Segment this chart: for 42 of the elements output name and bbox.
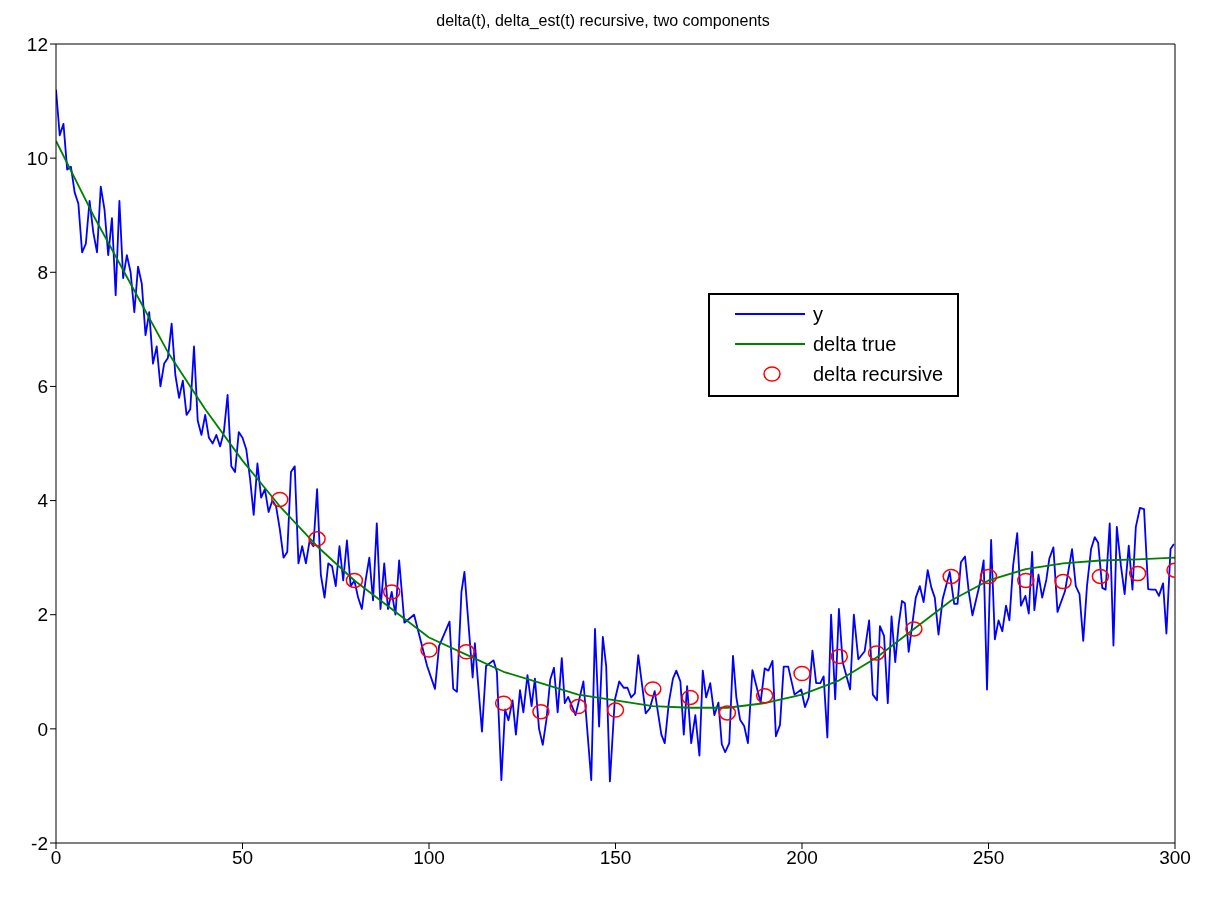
y-tick-label: 4	[37, 490, 49, 512]
y-tick-label: 2	[37, 604, 48, 626]
point	[382, 584, 401, 600]
point	[1054, 573, 1072, 590]
point	[308, 531, 326, 547]
point	[979, 568, 998, 585]
point	[457, 644, 476, 660]
y-tick-label: -2	[31, 832, 48, 854]
legend-label: delta recursive	[813, 362, 944, 386]
y-tick-label: 8	[37, 262, 48, 284]
x-tick-label: 300	[1159, 847, 1191, 869]
legend-label: y	[813, 302, 823, 326]
point	[345, 572, 364, 589]
x-tick-label: 200	[786, 847, 818, 869]
point	[867, 645, 886, 661]
point	[569, 698, 587, 715]
point	[755, 688, 774, 704]
point	[420, 642, 438, 658]
y-tick-label: 10	[26, 147, 48, 169]
y-tick-label: 6	[37, 376, 48, 398]
point	[942, 568, 960, 585]
x-tick-label: 150	[599, 847, 632, 869]
point	[532, 703, 550, 720]
point	[681, 689, 699, 706]
y-tick-label: 12	[26, 33, 48, 55]
point	[793, 665, 811, 682]
point	[905, 621, 923, 637]
point	[1128, 565, 1147, 582]
point	[1017, 572, 1035, 589]
point	[271, 491, 289, 508]
point	[606, 702, 625, 718]
chart-title: delta(t), delta_est(t) recursive, two components	[435, 12, 771, 30]
x-tick-label: 100	[413, 847, 445, 869]
point	[830, 648, 849, 665]
point	[1091, 568, 1110, 585]
x-tick-label: 50	[231, 847, 254, 869]
x-tick-label: 250	[972, 847, 1005, 869]
point	[494, 695, 513, 711]
legend-label: delta true	[813, 332, 897, 356]
point	[644, 681, 662, 697]
y-tick-label: 0	[37, 718, 48, 740]
point	[718, 705, 737, 721]
